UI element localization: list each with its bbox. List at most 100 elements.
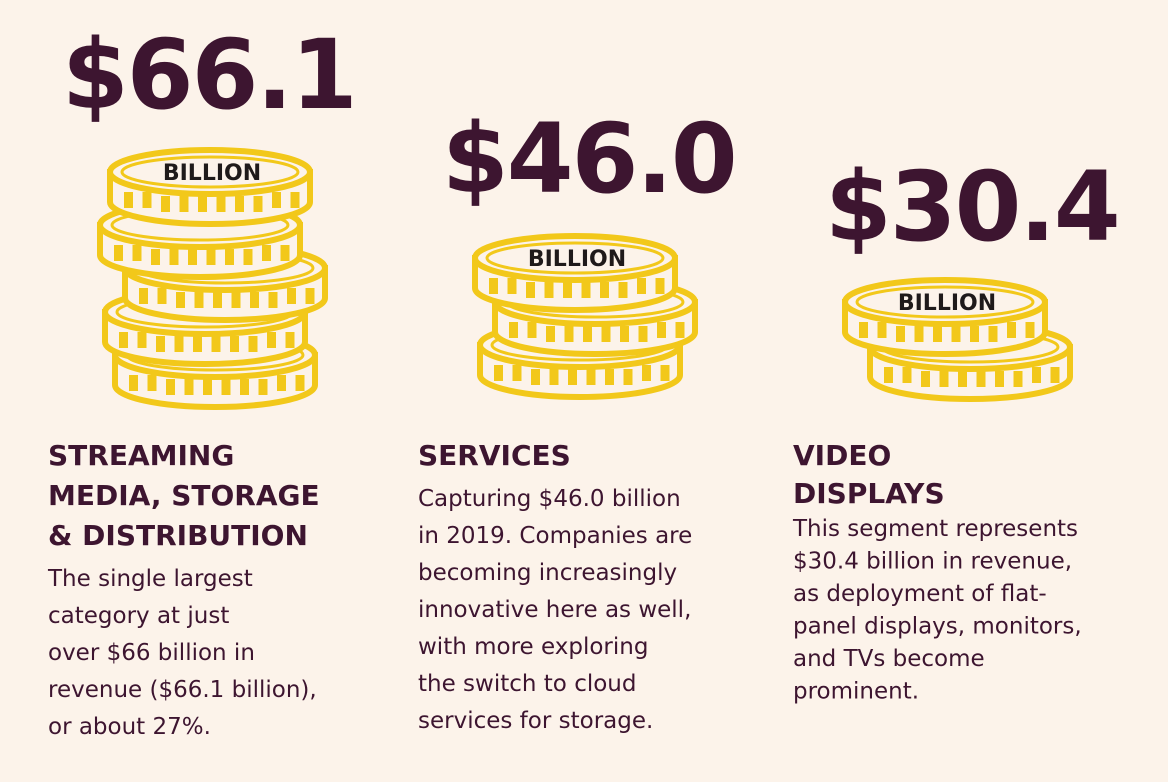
body-text: with more exploring (418, 634, 648, 660)
heading: DISPLAYS (793, 477, 945, 510)
coin-ridge (243, 249, 253, 265)
coin-ridge (166, 379, 175, 395)
coin-ridge (124, 192, 133, 208)
coin (107, 147, 313, 227)
coin-rim (120, 155, 300, 189)
coin-ridge (161, 196, 170, 212)
coin-ridge (902, 367, 912, 383)
coin-ridge (287, 288, 296, 304)
coin-ridge (268, 292, 278, 308)
coin-ridge (1025, 322, 1035, 338)
coin-ridge (877, 322, 887, 338)
coin-ridge (564, 326, 574, 342)
coin-ridge (267, 332, 276, 348)
body-text: in 2019. Companies are (418, 523, 692, 549)
coin-ridge (896, 326, 905, 342)
body-text: category at just (48, 603, 229, 629)
coin-ridge (581, 282, 591, 298)
coin-ridge (546, 326, 555, 342)
coin-ridge (970, 326, 979, 342)
coin-ridge (305, 288, 315, 304)
heading: VIDEO (793, 439, 891, 472)
coin-ridge (914, 326, 924, 342)
coin-ridge (114, 245, 123, 261)
coin-ridge (157, 288, 167, 304)
coin-ridge (231, 292, 241, 308)
coin-ridge (179, 196, 189, 212)
heading: MEDIA, STORAGE (48, 479, 320, 512)
coin-rim (485, 241, 665, 275)
body-text: services for storage. (418, 708, 653, 734)
coin-ridge (193, 336, 202, 352)
coin-ridge (623, 369, 633, 385)
amount: $46.0 (442, 103, 736, 215)
body-text: This segment represents (792, 516, 1078, 542)
coin (472, 233, 678, 313)
coin-ridge (137, 332, 147, 348)
coin-ridge (637, 278, 646, 294)
coin-ridge (194, 292, 204, 308)
coin-ridge (184, 379, 194, 395)
body-text: over $66 billion in (48, 640, 255, 666)
coin-ridge (544, 282, 554, 298)
coin-ridge (176, 292, 185, 308)
coin-ridge (235, 196, 244, 212)
coin-ridge (531, 369, 540, 385)
coin-ridge (253, 196, 263, 212)
coin-ridge (642, 365, 651, 381)
coin-ridge (583, 326, 592, 342)
coin-ridge (1007, 322, 1016, 338)
coin-ridge (258, 379, 268, 395)
coin-ridge (277, 375, 286, 391)
coin-ridge (213, 292, 222, 308)
body-text: revenue ($66.1 billion), (48, 677, 317, 703)
coin-ridge (657, 322, 666, 338)
body-text: The single largest (47, 566, 253, 592)
coin-ridge (147, 375, 157, 391)
coin-ridge (295, 375, 305, 391)
coin-ridge (216, 196, 226, 212)
coin-ridge (618, 282, 628, 298)
coin-ridge (976, 371, 986, 387)
coin-ridge (605, 369, 614, 385)
body-text: becoming increasingly (418, 560, 677, 586)
coin-ridge (230, 336, 239, 352)
coin-ridge (655, 278, 665, 294)
body-text: $30.4 billion in revenue, (793, 549, 1072, 575)
coin-ridge (198, 196, 207, 212)
coin-ridge (221, 379, 231, 395)
coin-ridge (638, 326, 648, 342)
body-text: as deployment of flat- (793, 581, 1047, 607)
coin-ridge (509, 322, 518, 338)
coin-ridge (240, 379, 249, 395)
coin-ridge (272, 192, 281, 208)
coin-ridge (527, 322, 537, 338)
body-text: panel displays, monitors, (793, 614, 1082, 640)
unit-label: BILLION (163, 161, 261, 186)
coin-ridge (250, 292, 259, 308)
coin-ridge (211, 336, 221, 352)
coin-ridge (225, 249, 234, 265)
coin-ridge (280, 245, 290, 261)
coin-ridge (1050, 367, 1060, 383)
coin-ridge (568, 369, 577, 385)
coin-ridge (586, 369, 596, 385)
coin-ridge (988, 326, 998, 342)
coin-ridge (921, 371, 930, 387)
coin-ridge (549, 369, 559, 385)
coin-rim (855, 285, 1035, 319)
coin-ridge (206, 249, 216, 265)
amount: $66.1 (62, 19, 356, 131)
coin-ridge (290, 192, 300, 208)
coin-ridge (142, 192, 152, 208)
coin-ridge (489, 278, 498, 294)
coin-ridge (156, 336, 165, 352)
body-text: the switch to cloud (418, 671, 636, 697)
coin-ridge (494, 365, 503, 381)
coin (842, 277, 1048, 357)
coin-ridge (951, 326, 961, 342)
body-text: Capturing $46.0 billion (418, 486, 681, 512)
coin-ridge (1013, 371, 1023, 387)
coin-ridge (884, 367, 893, 383)
coin-ridge (151, 249, 160, 265)
